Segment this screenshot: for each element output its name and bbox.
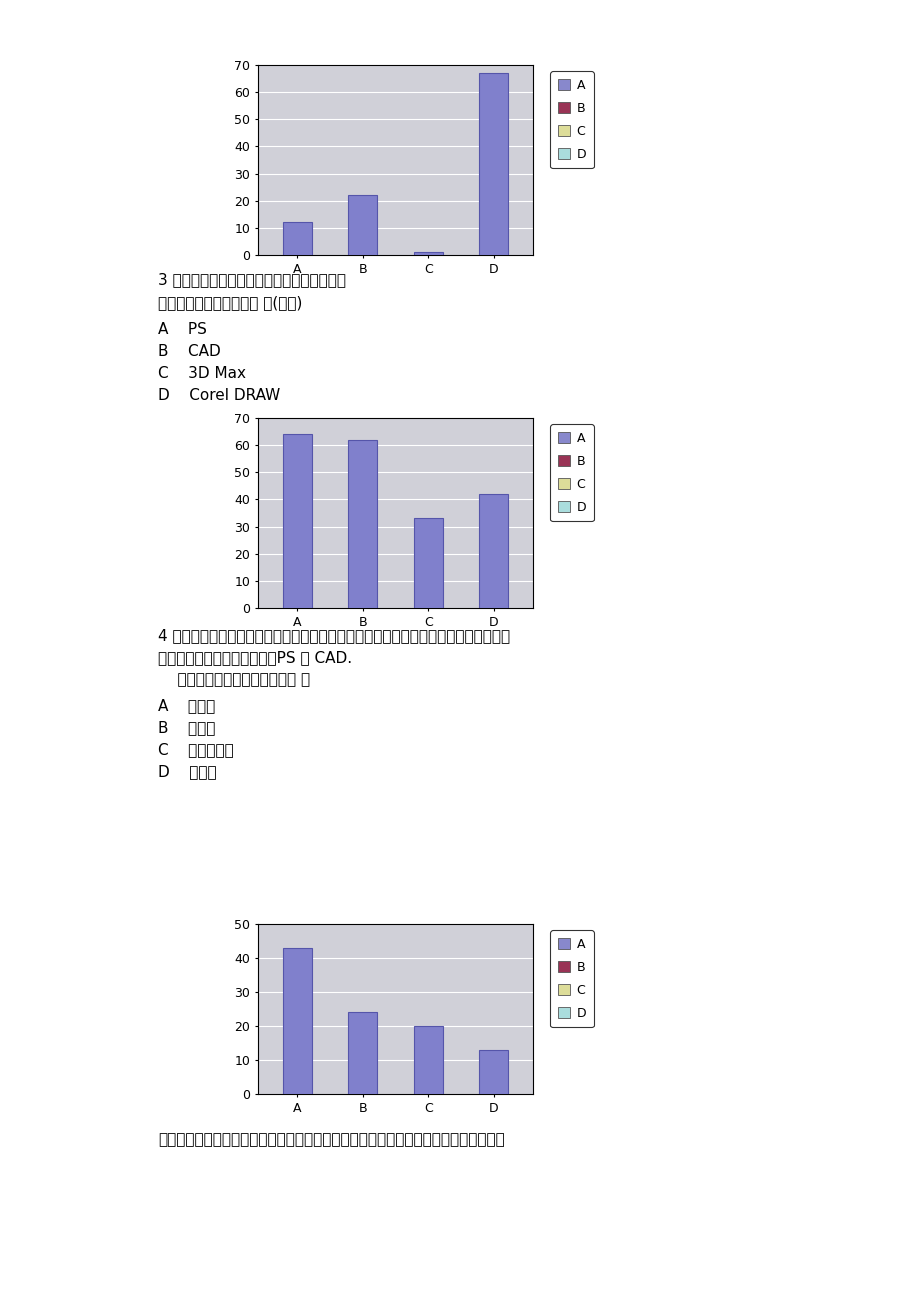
Text: 学过以下哪些设计软件（ ）(多选): 学过以下哪些设计软件（ ）(多选)	[158, 296, 302, 310]
Bar	[347, 440, 377, 608]
Text: A    PS: A PS	[158, 322, 207, 337]
Text: D    Corel DRAW: D Corel DRAW	[158, 388, 280, 404]
Bar	[479, 493, 508, 608]
Legend: A, B, C, D: A, B, C, D	[550, 424, 593, 521]
Bar	[282, 223, 312, 255]
Bar	[479, 73, 508, 255]
Text: 4 由于包装工程专业需要我们掌握一些电脑知识，因此我们专业的学生必须掌握两门以: 4 由于包装工程专业需要我们掌握一些电脑知识，因此我们专业的学生必须掌握两门以	[158, 628, 509, 643]
Bar	[413, 1026, 442, 1094]
Bar	[347, 1013, 377, 1094]
Text: C    包装工艺类: C 包装工艺类	[158, 742, 233, 756]
Text: C    3D Max: C 3D Max	[158, 366, 245, 381]
Bar	[413, 518, 442, 608]
Legend: A, B, C, D: A, B, C, D	[550, 72, 593, 168]
Text: A    材料类: A 材料类	[158, 698, 215, 713]
Text: B    印刷类: B 印刷类	[158, 720, 215, 736]
Bar	[282, 435, 312, 608]
Text: 上的软件，我们接触最多的为PS 和 CAD.: 上的软件，我们接触最多的为PS 和 CAD.	[158, 650, 352, 665]
Text: 我们专业这些学科都有涉及，但是材料类一直贯穿整个大二大三大四，因此，我们更注: 我们专业这些学科都有涉及，但是材料类一直贯穿整个大二大三大四，因此，我们更注	[158, 1131, 505, 1147]
Text: D    设计类: D 设计类	[158, 764, 216, 779]
Legend: A, B, C, D: A, B, C, D	[550, 930, 593, 1027]
Text: B    CAD: B CAD	[158, 344, 221, 359]
Bar	[282, 948, 312, 1094]
Text: 专业课学习最多的是哪一类（ ）: 专业课学习最多的是哪一类（ ）	[158, 672, 310, 687]
Bar	[479, 1049, 508, 1094]
Bar	[347, 195, 377, 255]
Text: 3 我们发放问卷调查主要是针对大四的学生。: 3 我们发放问卷调查主要是针对大四的学生。	[158, 272, 346, 286]
Bar	[413, 253, 442, 255]
